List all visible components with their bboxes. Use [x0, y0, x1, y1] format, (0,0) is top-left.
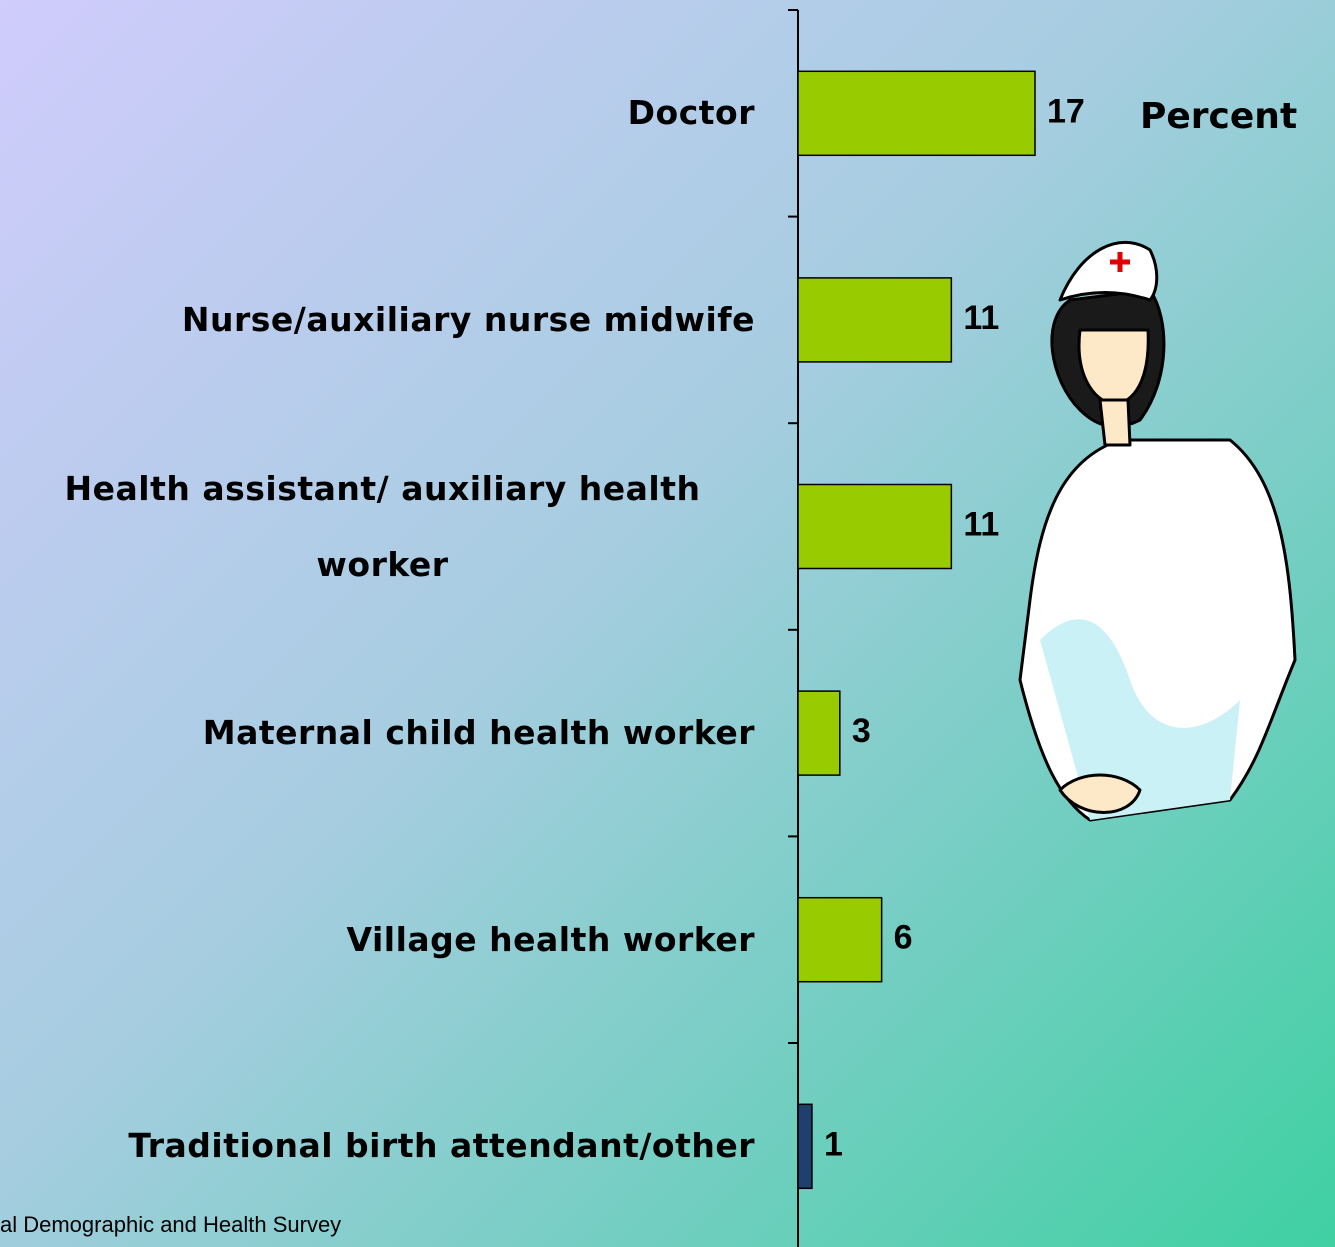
value-label: 11	[963, 299, 999, 337]
category-label: Doctor	[627, 93, 755, 133]
value-label: 11	[963, 505, 999, 543]
source-note: al Demographic and Health Survey	[0, 1212, 342, 1237]
bar	[797, 690, 841, 776]
value-label: 6	[894, 919, 913, 957]
value-label: 3	[852, 712, 871, 750]
nurse-illustration	[1018, 240, 1297, 822]
category-label: Nurse/auxiliary nurse midwife	[181, 299, 755, 339]
category-label: Traditional birth attendant/other	[128, 1126, 755, 1166]
annotation: Percent	[1140, 96, 1297, 137]
category-label: Village health worker	[346, 919, 755, 959]
bar	[797, 483, 953, 570]
bar	[797, 1103, 813, 1190]
value-label: 1	[824, 1125, 843, 1163]
category-label: Health assistant/ auxiliary health worke…	[64, 468, 701, 584]
value-label: 17	[1047, 92, 1085, 130]
category-label: Maternal child health worker	[202, 713, 755, 753]
bar	[797, 896, 883, 983]
bar	[797, 277, 953, 363]
bar	[797, 70, 1036, 157]
